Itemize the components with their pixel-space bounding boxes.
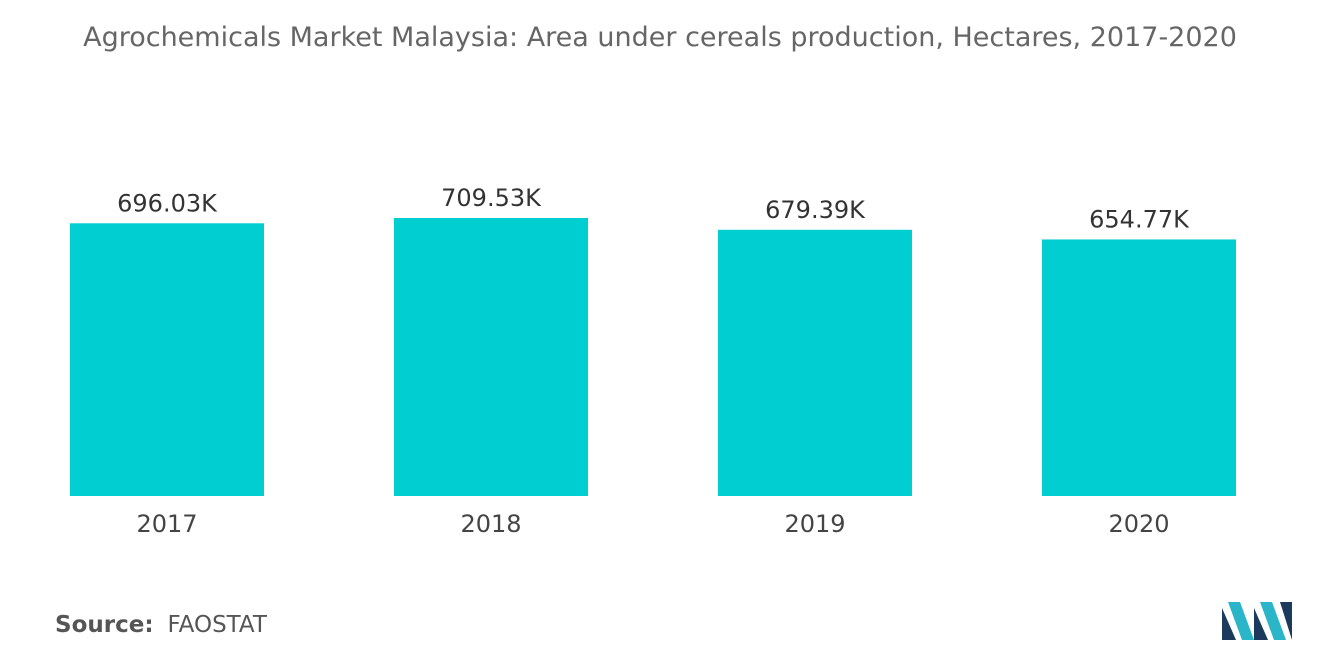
source-value: FAOSTAT <box>167 612 267 638</box>
source-line: Source: FAOSTAT <box>55 612 267 638</box>
chart-title: Agrochemicals Market Malaysia: Area unde… <box>83 22 1237 53</box>
x-tick-2018: 2018 <box>460 510 521 538</box>
mordor-intelligence-logo-icon <box>1222 602 1292 640</box>
source-label: Source: <box>55 612 154 638</box>
bar-2017 <box>70 223 264 496</box>
bar-2018 <box>394 218 588 496</box>
bar-2019 <box>718 229 912 496</box>
x-tick-2020: 2020 <box>1108 510 1169 538</box>
bar-chart: 696.03K 2017 709.53K 2018 679.39K 2019 654.77K… <box>70 184 1236 538</box>
x-tick-2017: 2017 <box>136 510 197 538</box>
x-tick-2019: 2019 <box>784 510 845 538</box>
bar-2020 <box>1042 239 1236 496</box>
data-label-2017: 696.03K <box>117 189 218 217</box>
data-label-2019: 679.39K <box>765 196 866 224</box>
data-label-2018: 709.53K <box>441 184 542 212</box>
data-label-2020: 654.77K <box>1089 205 1190 233</box>
